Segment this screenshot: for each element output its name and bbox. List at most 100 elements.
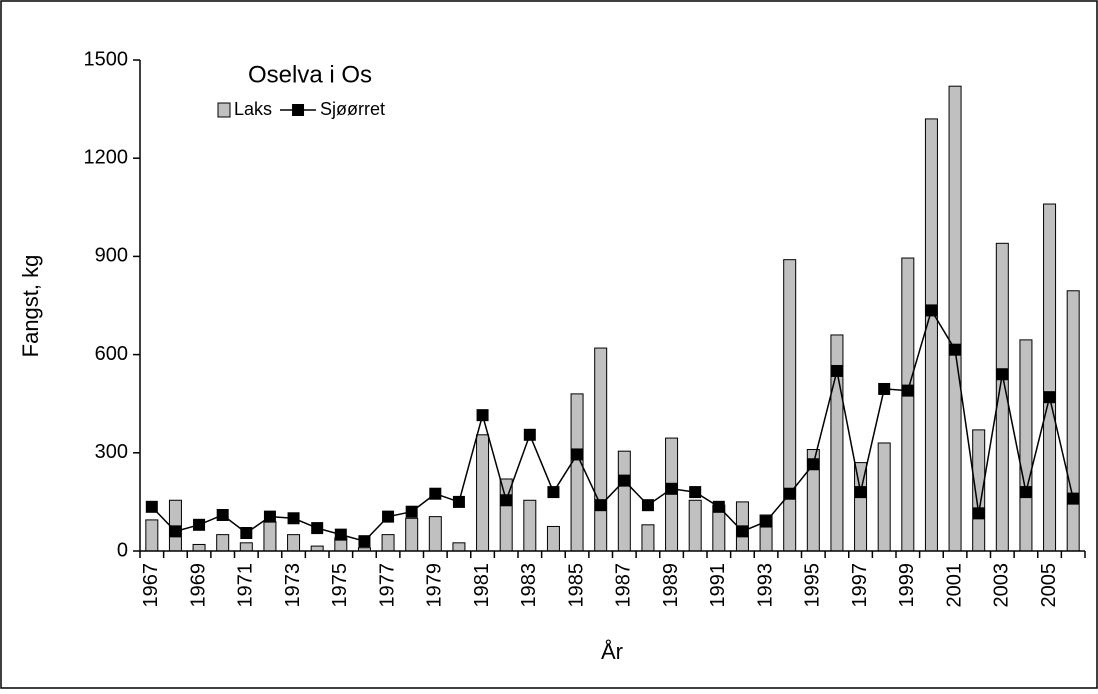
x-tick-label: 1977	[376, 563, 398, 608]
bar	[570, 393, 584, 552]
line-marker	[1043, 391, 1056, 404]
line-marker	[547, 486, 560, 499]
line-marker	[712, 500, 725, 513]
legend-label: Sjøørret	[320, 99, 385, 119]
x-tick-label: 1999	[896, 563, 918, 608]
line-marker	[641, 499, 654, 512]
x-tick-label: 2001	[943, 563, 965, 608]
line-marker	[878, 382, 891, 395]
y-tick-label: 600	[95, 343, 128, 365]
bar	[1019, 339, 1033, 552]
line-marker	[925, 304, 938, 317]
line-marker	[263, 510, 276, 523]
bar	[948, 85, 962, 552]
y-tick-label: 1500	[84, 48, 129, 70]
line-marker	[311, 522, 324, 535]
y-axis-label: Fangst, kg	[18, 255, 43, 358]
bar	[688, 499, 702, 552]
line-marker	[523, 428, 536, 441]
x-tick-label: 1997	[849, 563, 871, 608]
x-tick-label: 1979	[424, 563, 446, 608]
line-marker	[618, 474, 631, 487]
bar	[216, 534, 230, 552]
bar	[546, 525, 560, 552]
line-marker	[287, 512, 300, 525]
bar	[594, 347, 608, 552]
x-tick-label: 1973	[282, 563, 304, 608]
line-marker	[193, 518, 206, 531]
bar	[924, 118, 938, 552]
x-tick-label: 1969	[187, 563, 209, 608]
line-marker	[1019, 486, 1032, 499]
line-marker	[949, 343, 962, 356]
bar	[381, 534, 395, 552]
line-marker	[405, 505, 418, 518]
line-marker	[807, 458, 820, 471]
line-marker	[594, 499, 607, 512]
x-tick-label: 1981	[471, 563, 493, 608]
line-marker	[972, 507, 985, 520]
bar	[287, 534, 301, 552]
line-marker	[334, 528, 347, 541]
bar	[1043, 203, 1057, 552]
line-marker	[1067, 492, 1080, 505]
bar	[617, 450, 631, 552]
x-tick-label: 1987	[613, 563, 635, 608]
line-marker	[760, 515, 773, 528]
line-marker	[476, 409, 489, 422]
bar	[192, 543, 206, 552]
bar	[901, 257, 915, 552]
bar	[877, 442, 891, 552]
bar	[428, 516, 442, 552]
line-marker	[358, 535, 371, 548]
line-marker	[854, 486, 867, 499]
x-tick-label: 1975	[329, 563, 351, 608]
line-marker	[783, 487, 796, 500]
bar	[476, 434, 490, 552]
y-tick-label: 1200	[84, 146, 129, 168]
x-tick-label: 1983	[518, 563, 540, 608]
line-marker	[571, 448, 584, 461]
bar	[145, 519, 159, 552]
line-marker	[500, 494, 513, 507]
bar	[641, 524, 655, 552]
bar	[783, 259, 797, 552]
line-marker	[452, 495, 465, 508]
x-tick-label: 1993	[754, 563, 776, 608]
line-marker	[382, 510, 395, 523]
bar	[1066, 290, 1080, 552]
line-marker	[240, 526, 253, 539]
x-tick-label: 1971	[235, 563, 257, 608]
x-tick-label: 1991	[707, 563, 729, 608]
legend-label: Laks	[234, 99, 272, 119]
x-axis-label: År	[601, 639, 623, 664]
line-marker	[216, 508, 229, 521]
legend-marker	[292, 104, 305, 116]
line-marker	[901, 384, 914, 397]
line-marker	[830, 364, 843, 377]
x-tick-label: 1967	[140, 563, 162, 608]
chart-title: Oselva i Os	[248, 61, 372, 88]
bar	[239, 542, 253, 552]
line-marker	[996, 368, 1009, 381]
line-marker	[665, 482, 678, 495]
y-tick-label: 0	[117, 539, 128, 561]
bar	[452, 542, 466, 552]
line-marker	[169, 525, 182, 538]
bar	[263, 521, 277, 552]
y-tick-label: 300	[95, 441, 128, 463]
x-tick-label: 2003	[991, 563, 1013, 608]
x-tick-label: 1985	[565, 563, 587, 608]
x-tick-label: 1995	[802, 563, 824, 608]
line-marker	[429, 487, 442, 500]
x-tick-label: 1989	[660, 563, 682, 608]
bar	[523, 499, 537, 552]
legend-swatch	[217, 102, 231, 118]
line-marker	[689, 486, 702, 499]
x-tick-label: 2005	[1038, 563, 1060, 608]
line	[151, 308, 1074, 543]
bar	[405, 517, 419, 552]
